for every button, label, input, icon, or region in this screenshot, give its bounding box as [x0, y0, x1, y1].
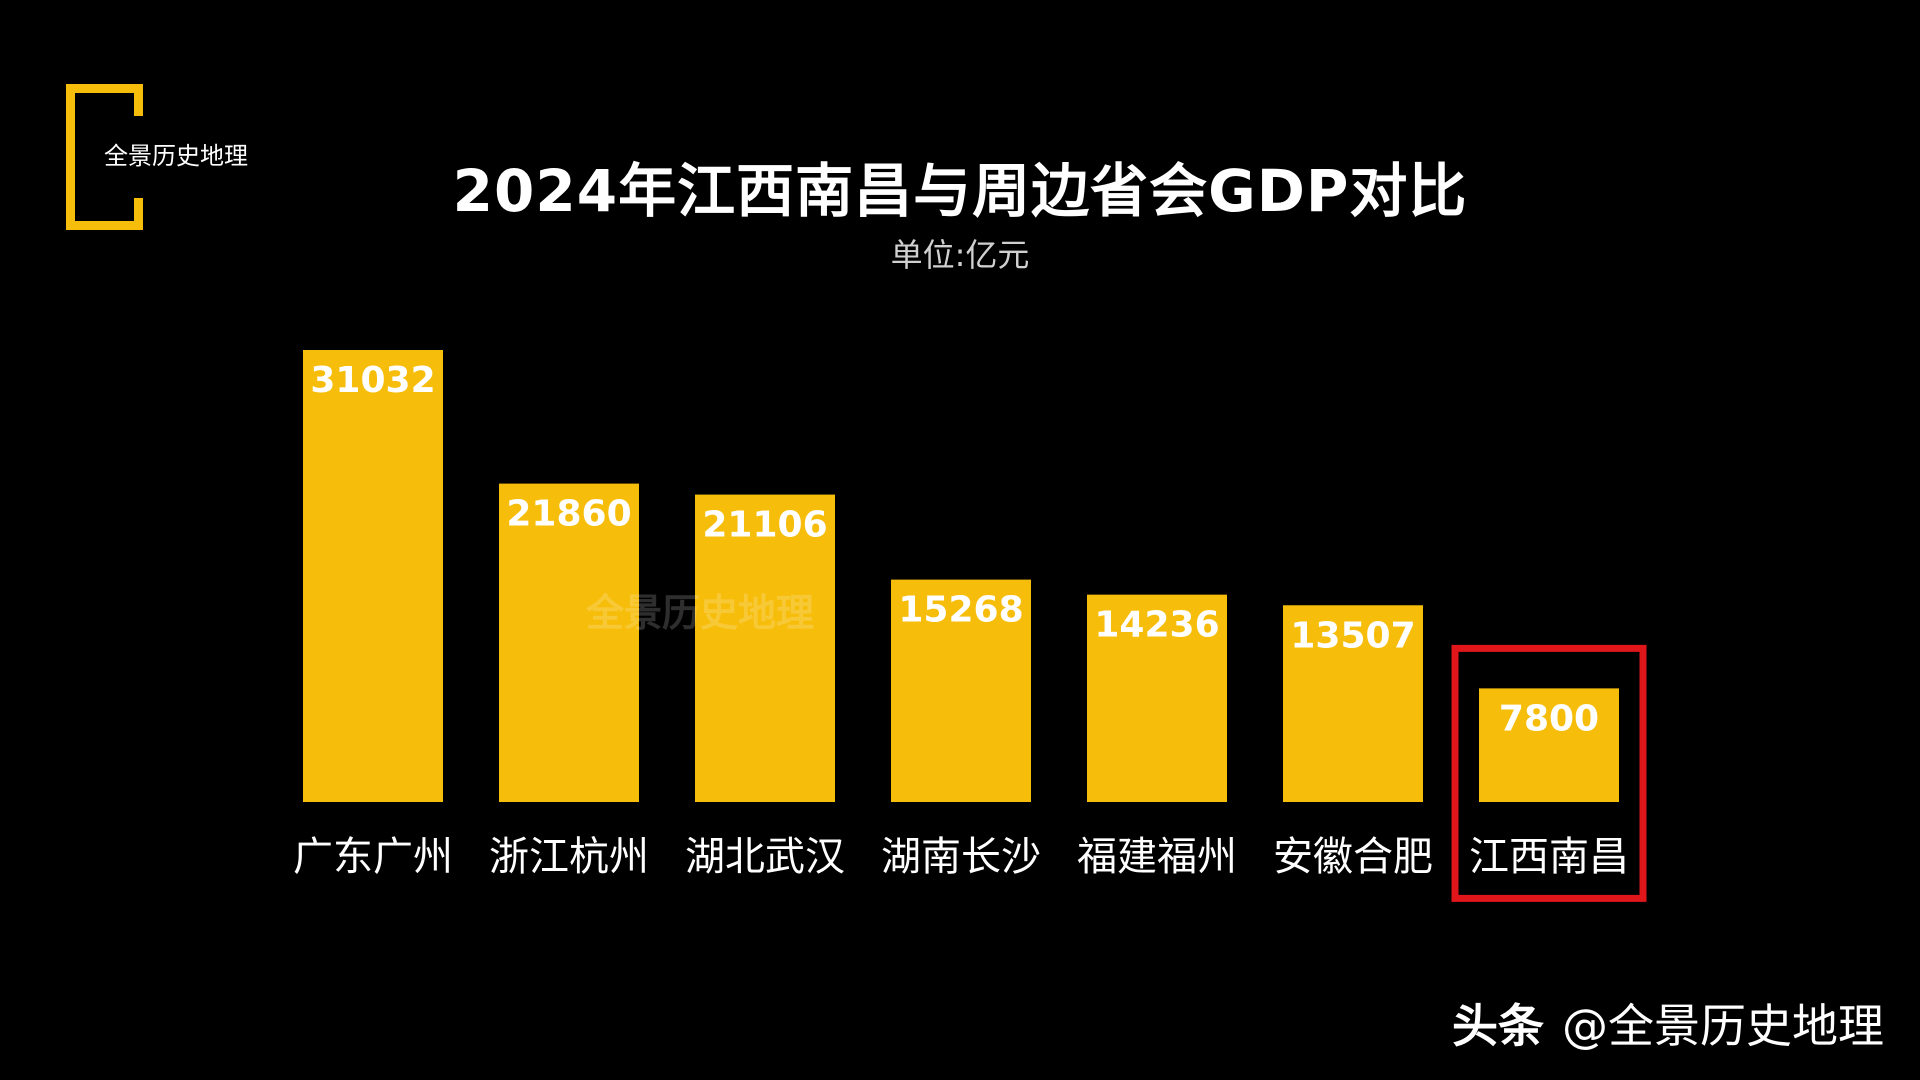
bar-0: [303, 350, 443, 802]
bar-value-label: 21106: [702, 505, 827, 546]
bar-value-label: 15268: [898, 590, 1023, 631]
category-label: 浙江杭州: [489, 834, 649, 880]
bar-2: [695, 494, 835, 802]
category-label: 福建福州: [1077, 834, 1237, 880]
highlight-box: [1451, 644, 1647, 902]
bar-4: [1087, 594, 1227, 802]
footer-credit: 头条 @全景历史地理: [1452, 990, 1884, 1056]
bar-5: [1283, 605, 1423, 802]
category-label: 江西南昌: [1469, 834, 1629, 880]
bar-3: [891, 579, 1031, 802]
category-label: 湖北武汉: [685, 834, 845, 880]
category-label: 湖南长沙: [881, 834, 1041, 880]
logo-text: 全景历史地理: [104, 142, 248, 170]
brand-logo: [66, 84, 146, 230]
logo-tick-top: [134, 84, 143, 116]
logo-bracket-icon: [66, 84, 143, 230]
bar-value-label: 13507: [1290, 615, 1415, 656]
bar-value-label: 31032: [310, 360, 435, 401]
bar-value-label: 14236: [1094, 605, 1219, 646]
chart-title: 2024年江西南昌与周边省会GDP对比: [452, 157, 1468, 225]
bar-1: [499, 483, 639, 802]
logo-tick-bottom: [134, 198, 143, 230]
bar-value-label: 7800: [1499, 698, 1599, 739]
footer-handle: @全景历史地理: [1562, 999, 1884, 1053]
footer-brand: 头条: [1452, 999, 1544, 1053]
category-label: 安徽合肥: [1273, 834, 1433, 880]
bar-value-label: 21860: [506, 494, 631, 535]
chart-subtitle: 单位:亿元: [890, 236, 1030, 274]
category-label: 广东广州: [293, 834, 453, 880]
bar-6: [1479, 688, 1619, 802]
